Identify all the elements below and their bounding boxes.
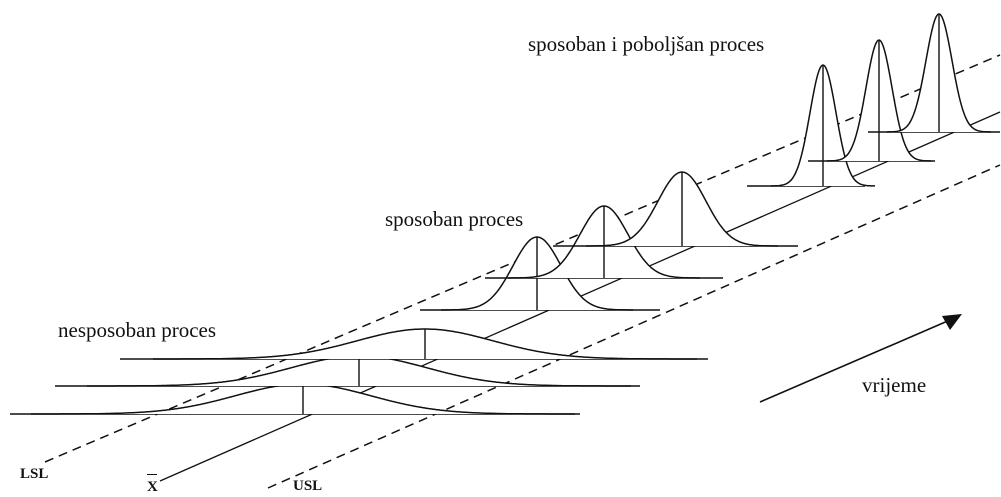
label-capable-process: sposoban proces	[385, 207, 524, 231]
distribution-4	[420, 236, 660, 311]
label-time: vrijeme	[862, 373, 927, 397]
distribution-5	[485, 205, 723, 279]
distribution-curves	[10, 13, 1000, 415]
label-incapable-process: nesposoban proces	[58, 318, 217, 342]
distribution-7	[747, 64, 876, 187]
distribution-3	[120, 328, 708, 360]
label-capable-improved-process: sposoban i poboljšan proces	[528, 32, 765, 56]
distribution-9	[868, 13, 1000, 133]
label-mean: X	[147, 474, 158, 496]
label-usl: USL	[293, 478, 323, 494]
distribution-2	[55, 355, 640, 387]
distribution-8	[808, 39, 935, 162]
lsl-guide-line	[44, 54, 1001, 463]
distribution-6	[553, 171, 798, 247]
label-lsl: LSL	[20, 466, 49, 482]
time-arrow	[759, 314, 962, 403]
usl-guide-line	[267, 164, 1001, 489]
